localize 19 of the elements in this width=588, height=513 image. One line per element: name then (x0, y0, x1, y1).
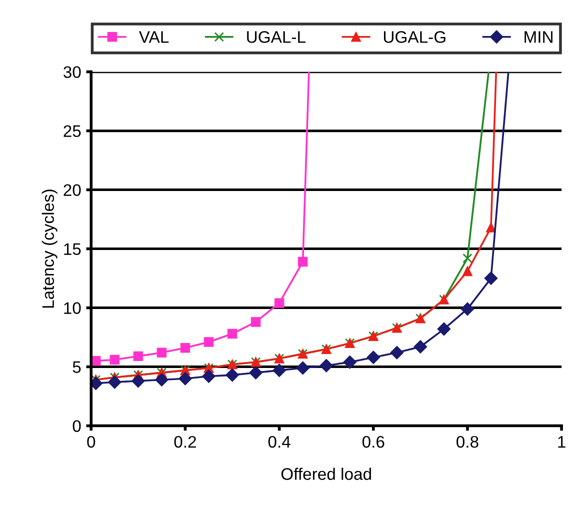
x-tick-label: 0.2 (174, 436, 196, 448)
y-tick-label: 5 (72, 361, 81, 373)
x-tick-label: 1 (558, 436, 566, 448)
legend-label: MIN (524, 31, 552, 43)
legend-label: VAL (138, 31, 169, 43)
y-tick-label: 30 (64, 66, 81, 78)
x-tick-label: 0.4 (268, 436, 290, 448)
y-tick-label: 0 (72, 420, 81, 432)
x-tick-label: 0.8 (456, 436, 478, 448)
legend-label: UGAL-L (247, 31, 306, 43)
legend-label: UGAL-G (384, 31, 446, 43)
y-tick-label: 15 (64, 243, 81, 256)
x-tick-label: 0.6 (362, 436, 384, 448)
x-axis-title: Offered load (281, 468, 371, 480)
y-tick-label: 10 (64, 302, 81, 314)
x-tick-label: 0 (87, 436, 96, 448)
y-tick-label: 25 (64, 125, 81, 138)
y-tick-label: 20 (64, 184, 81, 196)
y-axis-title: Latency (cycles) (42, 190, 58, 308)
